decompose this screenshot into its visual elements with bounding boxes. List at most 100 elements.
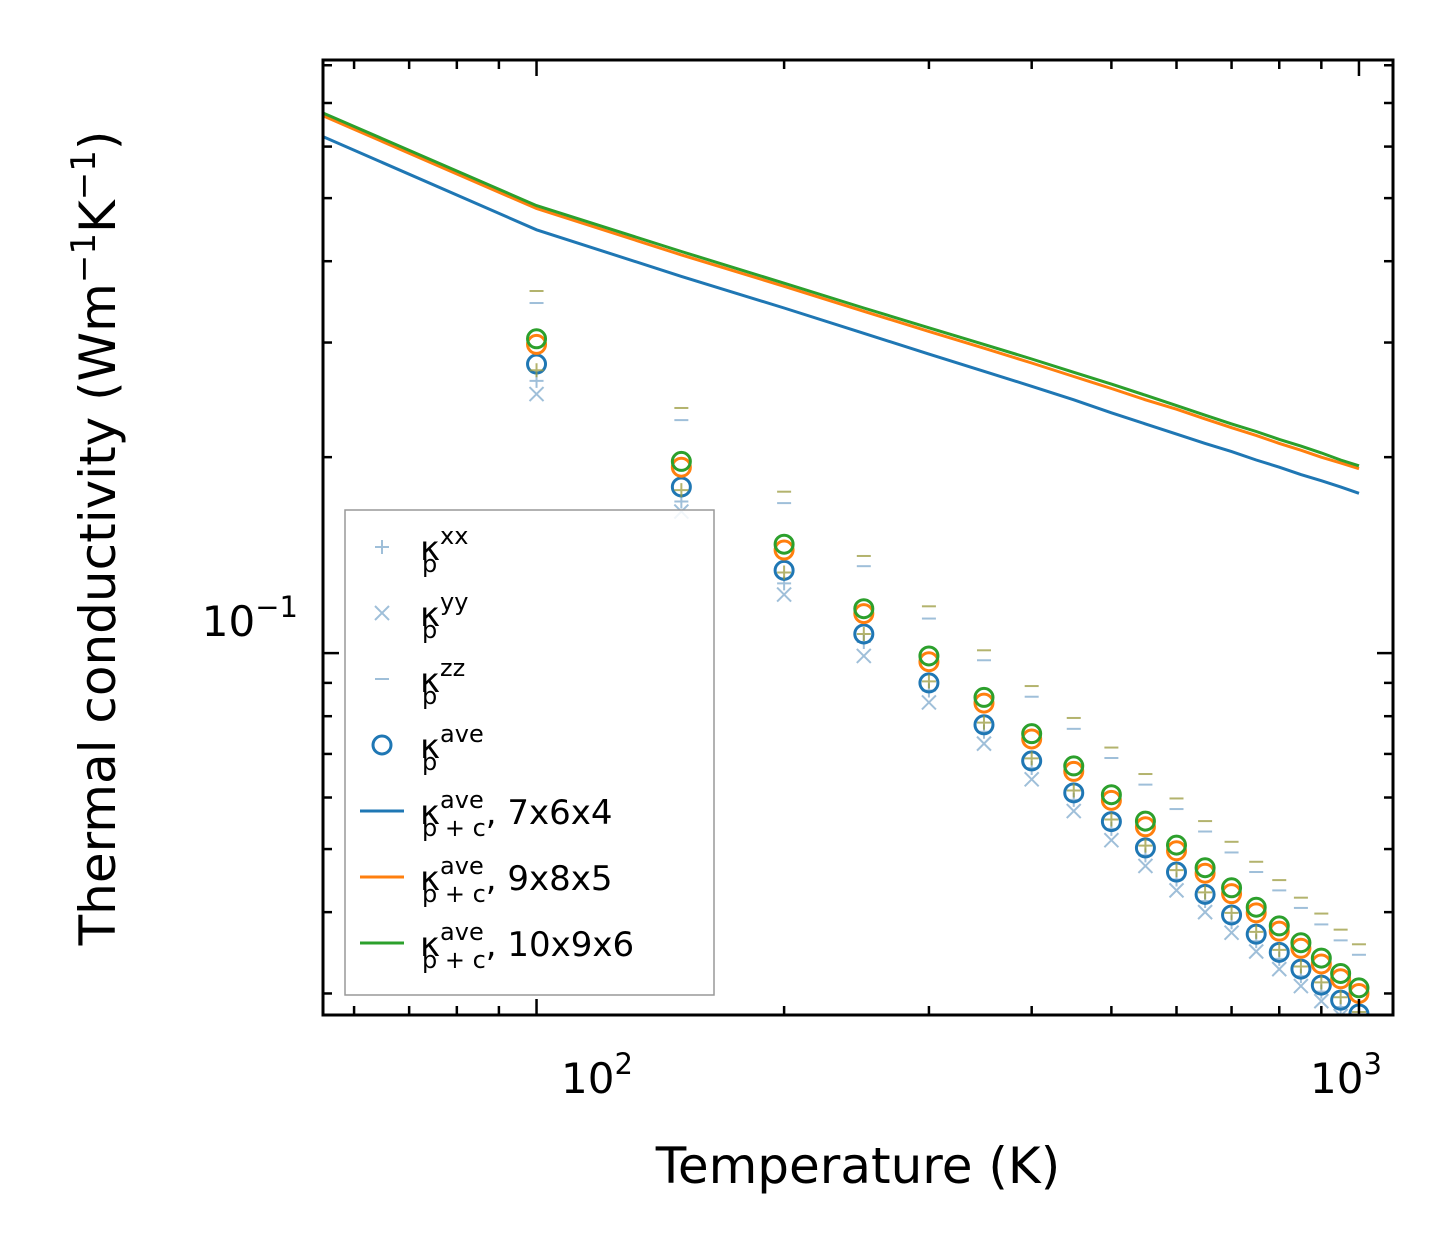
point-kappa_p_ave_9x8x5 xyxy=(1245,902,1267,924)
point-kappa_p_xx_green xyxy=(1333,990,1348,1005)
point-kappa_p_xx_green xyxy=(529,363,544,378)
point-kappa_p_ave_10x9x6 xyxy=(1330,962,1352,984)
point-kappa_p_xx_green xyxy=(1138,838,1153,853)
legend-label-kappa-pc-10x9x6: κave p + c, 10x9x6 xyxy=(420,918,634,974)
x-tick-label-100: 102 xyxy=(561,1047,633,1103)
point-kappa_p_xx_green xyxy=(1224,905,1239,920)
legend-label-sup: ave xyxy=(440,852,484,880)
point-kappa_p_ave_9x8x5 xyxy=(1166,840,1188,862)
point-kappa_p_ave_10x9x6 xyxy=(918,645,940,667)
point-kappa_p_ave_10x9x6 xyxy=(526,328,548,350)
legend-label-base: κ xyxy=(420,661,440,701)
point-kappa_p_ave_10x9x6 xyxy=(1100,784,1122,806)
point-kappa_p_xx_green xyxy=(674,483,689,498)
point-kappa_p_ave_10x9x6 xyxy=(773,533,795,555)
y-axis-label-mid: K xyxy=(69,199,127,233)
point-kappa_p_ave_9x8x5 xyxy=(1290,937,1312,959)
x-tick-label-100-base: 10 xyxy=(561,1054,614,1103)
plot-frame xyxy=(321,58,1395,1017)
point-kappa_p_ave_10x9x6 xyxy=(1166,834,1188,856)
legend-label-sub: p + c xyxy=(422,880,486,908)
legend-keys xyxy=(360,540,404,945)
legend: κxx p κyy p κzz p κave p κave p + c, 7x6x4 κa… xyxy=(344,509,715,996)
legend-label-sub: p xyxy=(422,616,437,644)
point-kappa_p_xx_green xyxy=(1104,812,1119,827)
point-kappa_p_xx_green xyxy=(1249,924,1264,939)
point-kappa_p_ave_9x8x5 xyxy=(973,692,995,714)
legend-label-suffix: , 9x8x5 xyxy=(486,859,613,899)
legend-label-sup: ave xyxy=(440,918,484,946)
legend-label-base: κ xyxy=(420,793,440,833)
point-kappa_p_ave_10x9x6 xyxy=(1310,947,1332,969)
point-kappa_p_xx_green xyxy=(1314,975,1329,990)
legend-label-sup: ave xyxy=(440,786,484,814)
point-kappa_p_ave_10x9x6 xyxy=(1021,723,1043,745)
point-kappa_p_xx_green xyxy=(856,626,871,641)
legend-label-kappa-pc-9x8x5: κave p + c, 9x8x5 xyxy=(420,852,613,908)
line-kappa_p+c_ave_9x8x5 xyxy=(323,114,1360,471)
point-kappa_p_ave_9x8x5 xyxy=(526,333,548,355)
point-kappa_p_ave_9x8x5 xyxy=(1310,953,1332,975)
y-tick-label-0.1: 10−1 xyxy=(202,590,298,646)
point-kappa_p_xx_green xyxy=(777,565,792,580)
point-kappa_p_yy xyxy=(921,694,937,711)
point-kappa_p_yy xyxy=(1223,924,1240,941)
point-kappa_p_ave_10x9x6 xyxy=(973,686,995,708)
point-kappa_p_yy xyxy=(1103,832,1120,848)
legend-label-base: κ xyxy=(420,859,440,899)
point-kappa_p_xx_green xyxy=(976,715,991,730)
point-kappa_p_ave_10x9x6 xyxy=(1268,915,1290,937)
point-kappa_p_yy xyxy=(1066,803,1082,819)
point-kappa_p_yy xyxy=(776,586,792,603)
point-kappa_p_xx_green xyxy=(1024,751,1039,766)
point-kappa_p_ave_9x8x5 xyxy=(1221,883,1243,905)
legend-label-sub: p + c xyxy=(422,946,486,974)
legend-label-sub: p + c xyxy=(422,814,486,842)
point-kappa_p_xx_green xyxy=(1198,885,1213,900)
point-kappa_p_yy xyxy=(1313,993,1330,1009)
legend-label-sup: yy xyxy=(440,588,468,616)
y-tick-label-0.1-base: 10 xyxy=(202,597,255,646)
point-kappa_p_ave_7x6x4 xyxy=(1194,883,1216,905)
point-kappa_p_yy xyxy=(528,386,545,402)
legend-key-circle xyxy=(371,734,393,756)
legend-label-kappa-xx: κxx p xyxy=(420,522,468,578)
x-axis-label: Temperature (K) xyxy=(655,1137,1060,1195)
point-kappa_p_ave_10x9x6 xyxy=(1245,896,1267,918)
point-kappa_p_ave_9x8x5 xyxy=(1134,816,1156,838)
point-kappa_p_yy xyxy=(1197,904,1213,920)
point-kappa_p_ave_9x8x5 xyxy=(1194,862,1216,884)
point-kappa_p_ave_10x9x6 xyxy=(1134,810,1156,832)
point-kappa_p_ave_7x6x4 xyxy=(853,623,875,645)
point-kappa_p_ave_10x9x6 xyxy=(1348,977,1370,999)
legend-label-kappa-yy: κyy p xyxy=(420,588,468,644)
point-kappa_p_ave_9x8x5 xyxy=(1100,789,1122,811)
point-kappa_p_yy xyxy=(856,648,872,664)
x-tick-label-1000: 103 xyxy=(1310,1047,1382,1103)
legend-key-x xyxy=(374,605,390,621)
point-kappa_p_ave_10x9x6 xyxy=(853,598,875,620)
point-kappa_p_ave_9x8x5 xyxy=(773,539,795,561)
point-kappa_p_ave_10x9x6 xyxy=(1290,932,1312,954)
point-kappa_p_ave_9x8x5 xyxy=(670,456,692,478)
point-kappa_p_xx_green xyxy=(921,674,936,689)
point-kappa_p_yy xyxy=(1332,1008,1349,1015)
point-kappa_p_xx_green xyxy=(1293,959,1308,974)
point-kappa_p_ave_10x9x6 xyxy=(670,450,692,472)
point-kappa_p_ave_9x8x5 xyxy=(1063,760,1085,782)
legend-label-sub: p xyxy=(422,550,437,578)
legend-label-sup: ave xyxy=(440,720,484,748)
point-kappa_p_yy xyxy=(1168,882,1185,899)
point-kappa_p_ave_10x9x6 xyxy=(1221,877,1243,899)
point-kappa_p_xx_green xyxy=(1169,863,1184,878)
legend-key-plus xyxy=(375,540,389,554)
legend-label-base: κ xyxy=(420,925,440,965)
legend-label-base: κ xyxy=(420,529,440,569)
legend-label-sub: p xyxy=(422,682,437,710)
legend-label-suffix: , 10x9x6 xyxy=(486,925,634,965)
point-kappa_p_ave_10x9x6 xyxy=(1063,755,1085,777)
data-layer xyxy=(323,111,1370,1015)
point-kappa_p_ave_7x6x4 xyxy=(918,672,940,694)
legend-label-suffix: , 7x6x4 xyxy=(486,793,613,833)
